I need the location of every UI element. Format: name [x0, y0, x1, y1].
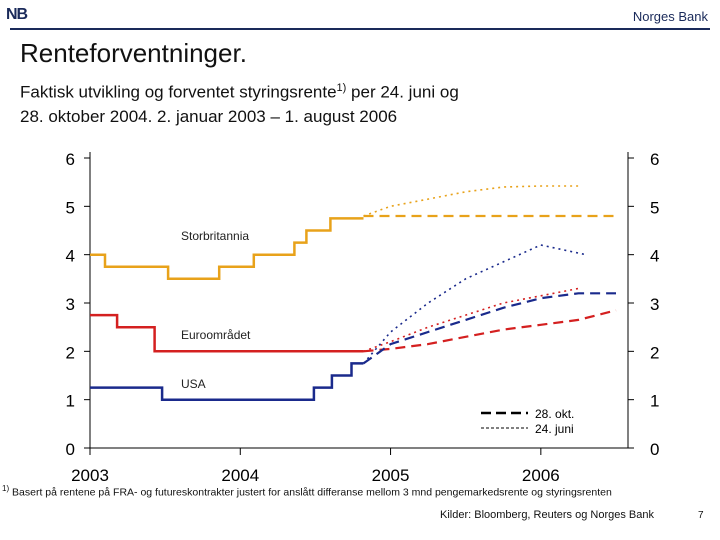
y-tick-label-left: 1	[66, 392, 75, 411]
series-line-usa-actual	[90, 362, 364, 401]
source-note: Kilder: Bloomberg, Reuters og Norges Ban…	[440, 509, 654, 521]
y-tick-label-right: 3	[650, 295, 659, 314]
legend-label: 24. juni	[535, 422, 574, 436]
legend-label: 28. okt.	[535, 407, 574, 421]
y-tick-label-left: 6	[66, 150, 75, 169]
y-tick-label-left: 5	[66, 198, 75, 217]
subtitle-line2: 28. oktober 2004. 2. januar 2003 – 1. au…	[20, 106, 398, 126]
logo-text: NB	[6, 6, 28, 23]
x-tick-label: 2005	[372, 466, 410, 485]
y-tick-label-right: 4	[650, 247, 659, 266]
x-tick-label: 2003	[71, 466, 109, 485]
series-line-euroomrdet-actual	[90, 313, 364, 353]
header-divider	[10, 28, 710, 30]
series-line-usa-28okt	[362, 292, 616, 365]
y-tick-label-left: 4	[66, 247, 75, 266]
footnote: 1) Basert på rentene på FRA- og futuresk…	[2, 484, 612, 499]
series-line-euroomrdet-24juni	[363, 287, 579, 353]
slide-title: Renteforventninger.	[20, 38, 247, 68]
series-line-euroomrdet-28okt	[363, 309, 617, 353]
footnote-marker: 1)	[2, 484, 10, 493]
slide-subtitle: Faktisk utvikling og forventet styringsr…	[20, 76, 700, 129]
y-tick-label-left: 2	[66, 343, 75, 362]
y-tick-label-left: 3	[66, 295, 75, 314]
y-tick-label-right: 6	[650, 150, 659, 169]
y-tick-label-right: 5	[650, 198, 659, 217]
subtitle-line1-a: Faktisk utvikling og forventet styringsr…	[20, 82, 337, 102]
y-tick-label-left: 0	[66, 440, 75, 459]
x-tick-label: 2006	[522, 466, 560, 485]
y-tick-label-right: 2	[650, 343, 659, 362]
series-label: Storbritannia	[181, 229, 249, 243]
norges-bank-logo: NB	[6, 6, 28, 24]
page-number: 7	[698, 510, 704, 521]
subtitle-footnote-marker: 1)	[336, 82, 347, 94]
y-tick-label-right: 0	[650, 440, 659, 459]
series-label: Euroområdet	[181, 328, 251, 342]
series-label: USA	[181, 377, 206, 391]
footnote-text: Basert på rentene på FRA- og futureskont…	[9, 486, 612, 499]
x-tick-label: 2004	[221, 466, 259, 485]
series-line-storbritannia-actual	[90, 217, 364, 281]
subtitle-line1-b: per 24. juni og	[346, 82, 459, 102]
series-line-storbritannia-24juni	[363, 185, 579, 217]
y-tick-label-right: 1	[650, 392, 659, 411]
brand-name: Norges Bank	[632, 9, 708, 24]
series-line-usa-24juni	[362, 244, 587, 364]
